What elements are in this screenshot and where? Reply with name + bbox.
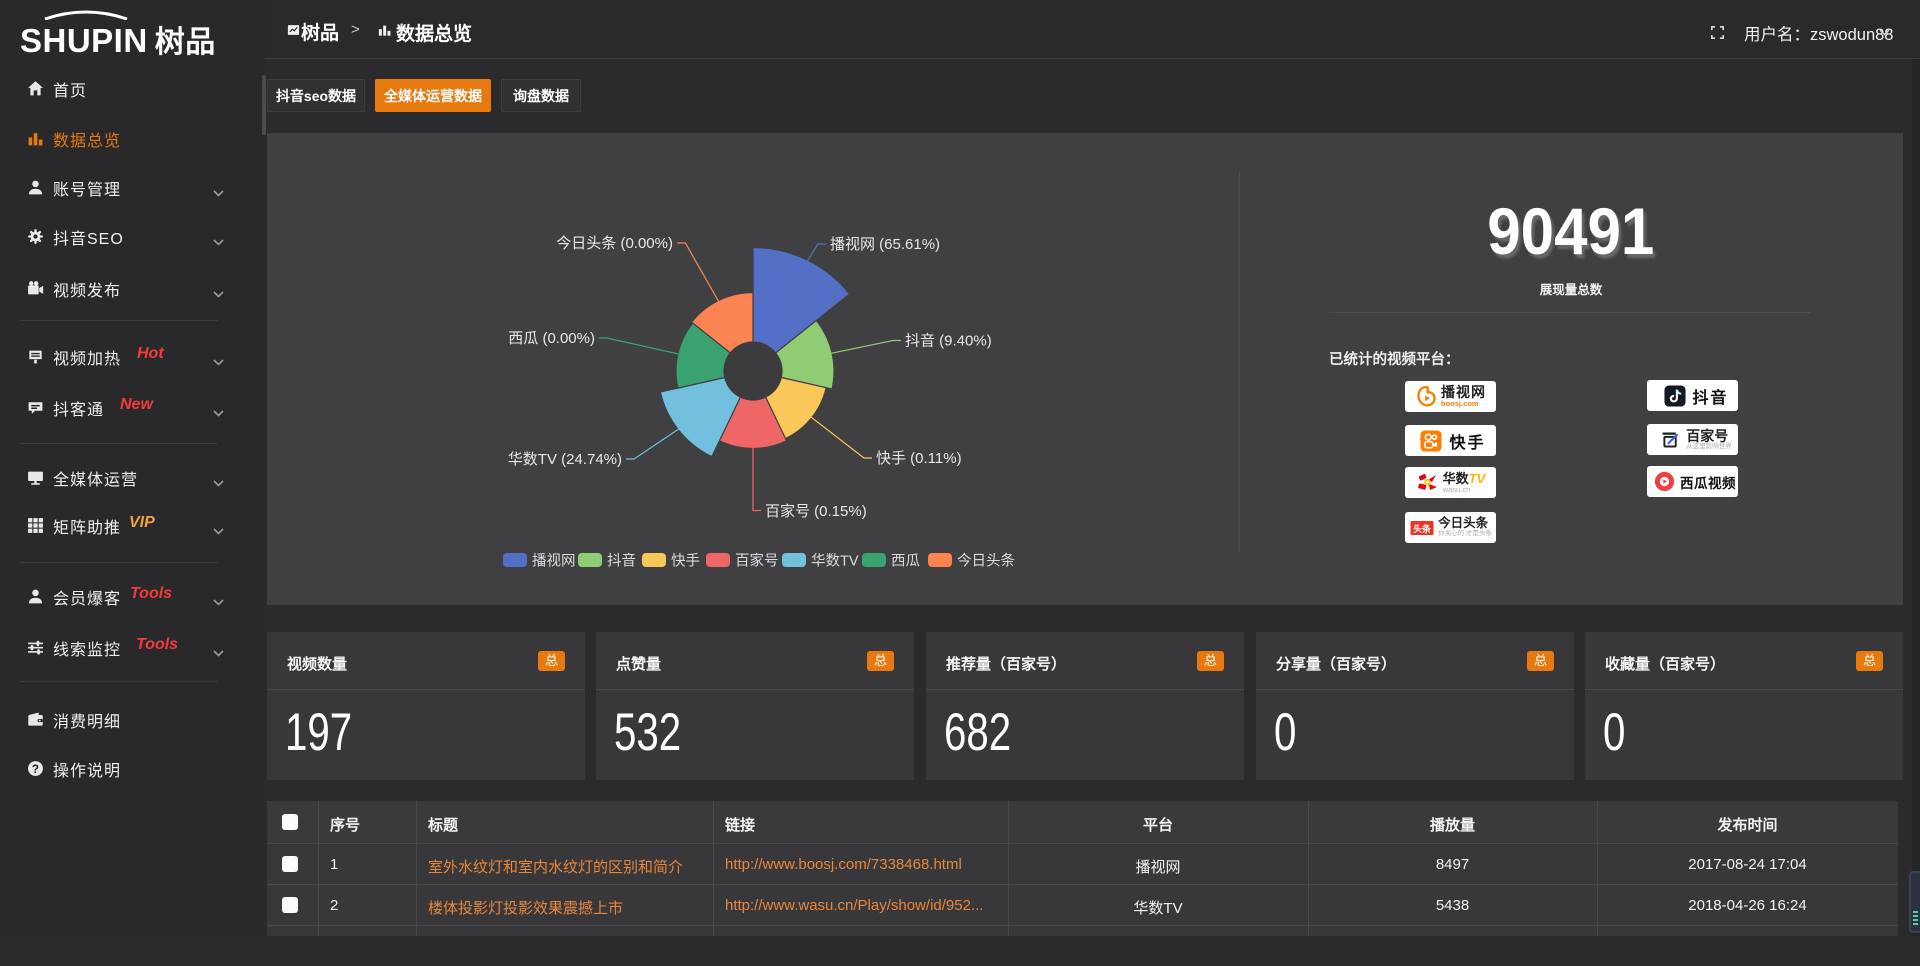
svg-text:快手: 快手 bbox=[671, 553, 700, 570]
svg-text:播视网: 播视网 bbox=[532, 553, 576, 570]
svg-text:抖音 (9.40%): 抖音 (9.40%) bbox=[905, 333, 992, 350]
svg-text:百家号: 百家号 bbox=[735, 553, 779, 570]
svg-text:播视网 (65.61%): 播视网 (65.61%) bbox=[830, 236, 940, 253]
svg-text:西瓜 (0.00%): 西瓜 (0.00%) bbox=[508, 330, 595, 347]
svg-text:百家号 (0.15%): 百家号 (0.15%) bbox=[765, 503, 867, 520]
svg-text:今日头条 (0.00%): 今日头条 (0.00%) bbox=[556, 235, 673, 252]
svg-text:?: ? bbox=[32, 763, 39, 776]
svg-text:今日头条: 今日头条 bbox=[957, 553, 1015, 570]
svg-text:华数TV: 华数TV bbox=[811, 553, 859, 570]
svg-text:头条: 头条 bbox=[1413, 522, 1432, 533]
svg-text:快手 (0.11%): 快手 (0.11%) bbox=[876, 450, 962, 467]
svg-text:西瓜: 西瓜 bbox=[891, 554, 920, 570]
svg-text:抖音: 抖音 bbox=[607, 553, 636, 570]
svg-text:华数TV (24.74%): 华数TV (24.74%) bbox=[508, 451, 622, 468]
